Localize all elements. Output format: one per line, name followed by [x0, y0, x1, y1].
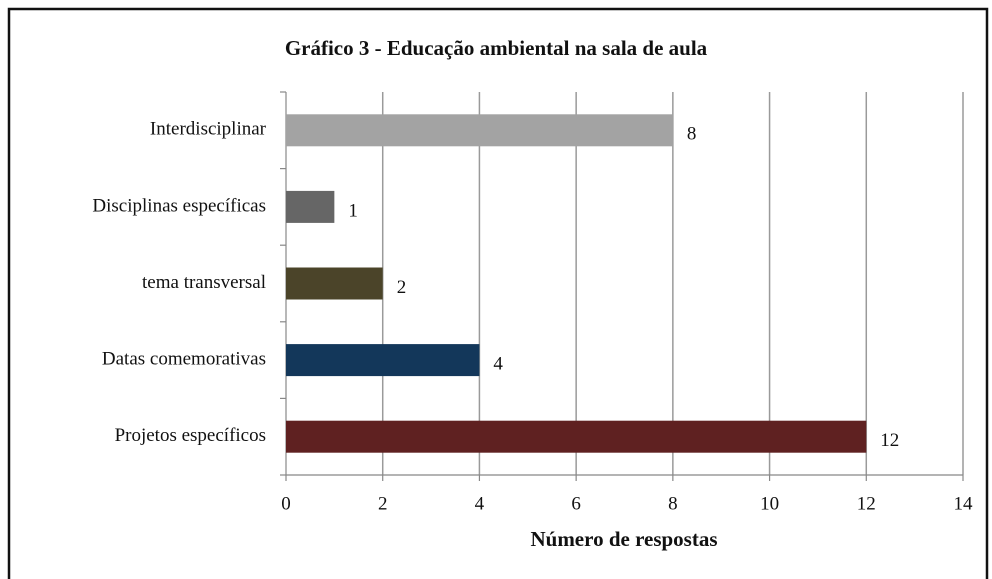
x-tick-label: 14 [954, 493, 974, 514]
value-label: 4 [493, 353, 503, 374]
x-axis-title: Número de respostas [530, 527, 717, 551]
y-tick-label: Interdisciplinar [150, 119, 267, 140]
bar [286, 114, 673, 147]
y-tick-label: Datas comemorativas [102, 348, 266, 369]
x-tick-label: 8 [668, 493, 678, 514]
y-tick-label: Disciplinas específicas [92, 195, 266, 216]
value-label: 2 [397, 277, 407, 298]
bar [286, 267, 383, 300]
x-tick-label: 10 [760, 493, 779, 514]
bar [286, 420, 867, 453]
y-tick-label: tema transversal [142, 272, 266, 293]
bar [286, 190, 335, 223]
y-tick-label: Projetos específicos [115, 425, 266, 446]
value-label: 12 [880, 430, 899, 451]
chart-title: Gráfico 3 - Educação ambiental na sala d… [285, 36, 708, 60]
frame [7, 7, 989, 579]
x-tick-label: 6 [571, 493, 581, 514]
value-label: 8 [687, 124, 697, 145]
x-tick-label: 0 [281, 493, 291, 514]
x-tick-label: 2 [378, 493, 388, 514]
value-label: 1 [348, 200, 358, 221]
x-tick-label: 4 [475, 493, 485, 514]
bar [286, 344, 480, 377]
x-tick-label: 12 [857, 493, 876, 514]
